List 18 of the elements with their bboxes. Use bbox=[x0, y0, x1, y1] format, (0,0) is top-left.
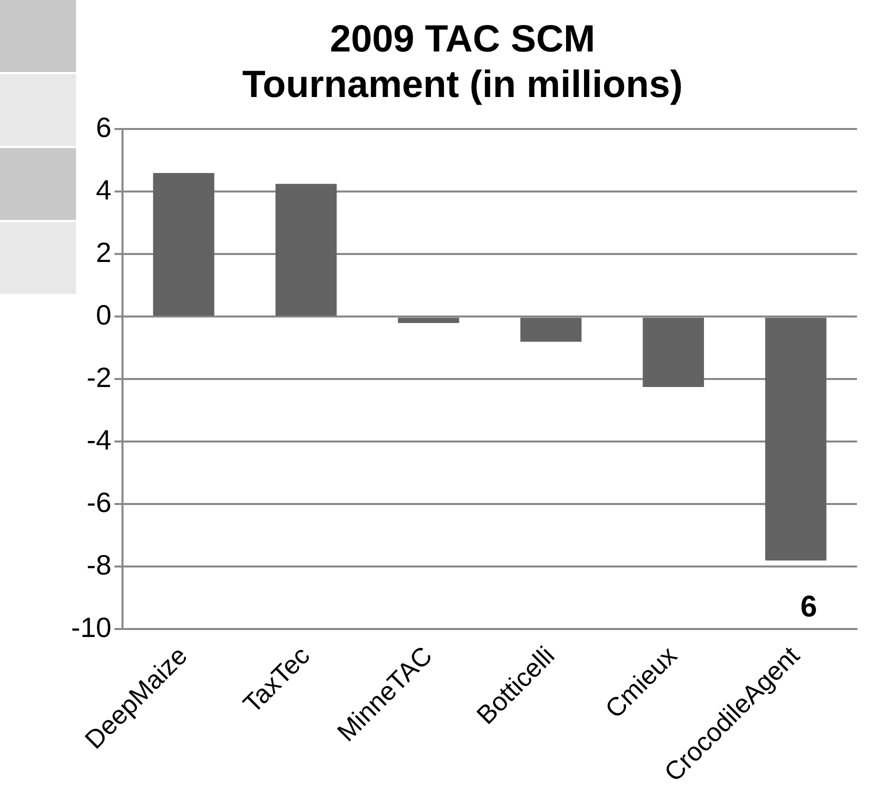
y-tick-label: -8 bbox=[86, 549, 112, 580]
text: Tournament (in millions) bbox=[242, 64, 683, 106]
y-tick-label: -4 bbox=[86, 424, 112, 456]
y-tick-label: -6 bbox=[86, 486, 112, 518]
annotation: 6 bbox=[800, 590, 817, 624]
bar bbox=[275, 184, 337, 316]
y-tick-label: -2 bbox=[86, 362, 112, 393]
bar bbox=[642, 318, 704, 388]
bar bbox=[398, 318, 460, 323]
y-tick-label: -10 bbox=[71, 612, 112, 643]
bar bbox=[153, 172, 214, 316]
y-tick-label: 2 bbox=[96, 236, 112, 268]
y-tick-label: 0 bbox=[96, 299, 112, 330]
text: 2009 TAC SCM bbox=[330, 18, 596, 60]
bar bbox=[520, 318, 582, 342]
y-tick-label: 6 bbox=[96, 112, 112, 143]
bar bbox=[765, 318, 826, 560]
y-tick-label: 4 bbox=[96, 174, 112, 206]
